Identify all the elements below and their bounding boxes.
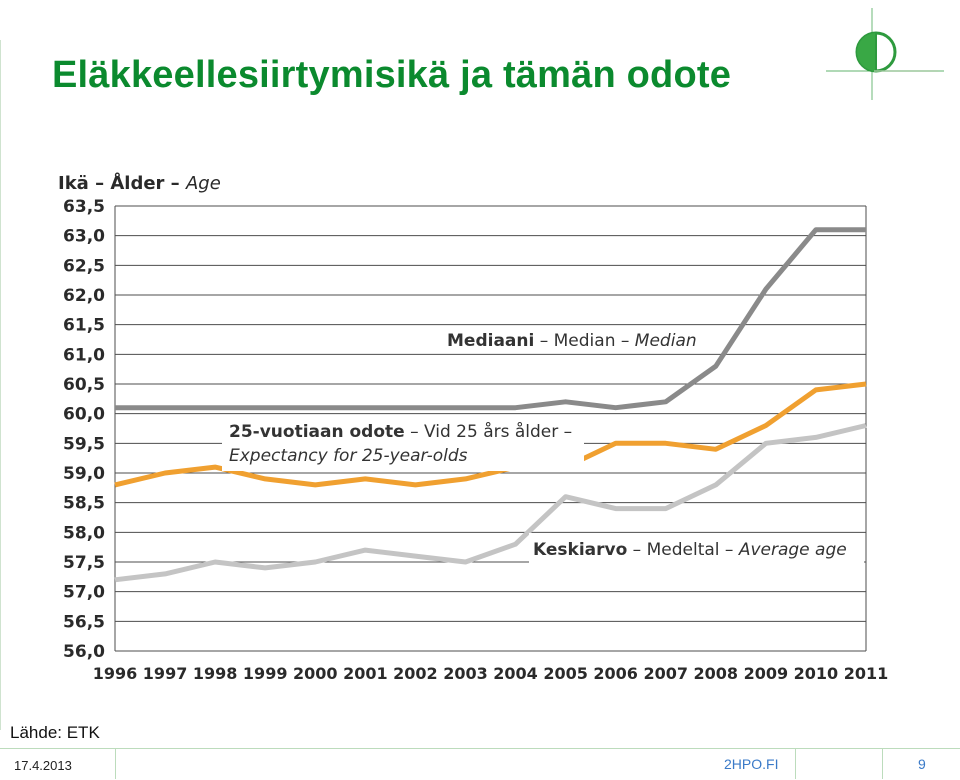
- x-tick-label: 2011: [844, 664, 889, 683]
- y-tick-label: 57,0: [63, 583, 105, 603]
- median-series-label: Mediaani – Median – Median: [447, 331, 697, 351]
- slide-left-rule: [0, 40, 1, 730]
- x-tick-label: 1999: [243, 664, 288, 683]
- x-tick-label: 1998: [193, 664, 238, 683]
- x-tick-label: 2006: [593, 664, 638, 683]
- x-tick-label: 2001: [343, 664, 388, 683]
- expectancy-series-label-line1: 25-vuotiaan odote – Vid 25 års ålder –: [229, 421, 572, 442]
- chart-x-tick-labels: 1996 1997 1998 1999 2000 2001 2002 2003 2004 2005…: [93, 664, 889, 683]
- expectancy-label-box: [222, 415, 584, 471]
- y-tick-label: 62,0: [63, 286, 105, 306]
- x-tick-label: 2005: [543, 664, 588, 683]
- average-series-label: Keskiarvo – Medeltal – Average age: [533, 540, 847, 560]
- y-tick-label: 58,0: [63, 523, 105, 543]
- y-tick-label: 60,5: [63, 375, 105, 395]
- x-tick-label: 1997: [143, 664, 188, 683]
- x-tick-label: 2007: [643, 664, 688, 683]
- x-tick-label: 2003: [443, 664, 488, 683]
- x-tick-label: 2010: [794, 664, 839, 683]
- x-tick-label: 2008: [694, 664, 739, 683]
- footer-date: 17.4.2013: [14, 758, 72, 773]
- organization-logo: [826, 8, 944, 100]
- ylabel-fi: Ikä – Ålder –: [58, 171, 186, 194]
- footer-separator: [795, 749, 796, 779]
- footer-divider: [0, 748, 960, 749]
- y-tick-label: 60,0: [63, 405, 105, 425]
- y-tick-label: 63,5: [63, 197, 105, 217]
- average-label-box: [529, 533, 864, 563]
- x-tick-label: 1996: [93, 664, 138, 683]
- y-tick-label: 59,0: [63, 464, 105, 484]
- chart-y-axis-label: Ikä – Ålder – Age: [58, 171, 221, 194]
- ylabel-en: Age: [185, 173, 221, 194]
- y-tick-label: 56,0: [63, 642, 105, 662]
- y-tick-label: 59,5: [63, 434, 105, 454]
- expectancy-series-label-line2: Expectancy for 25-year-olds: [229, 446, 468, 466]
- x-tick-label: 2004: [493, 664, 538, 683]
- series-line-average: [114, 423, 867, 583]
- y-tick-label: 63,0: [63, 227, 105, 247]
- slide-title: Eläkkeellesiirtymisikä ja tämän odote: [52, 54, 732, 96]
- footer-separator: [882, 749, 883, 779]
- y-tick-label: 58,5: [63, 494, 105, 514]
- x-tick-label: 2009: [744, 664, 789, 683]
- series-line-median: [115, 227, 866, 411]
- chart-y-tick-labels: 56,0 56,5 57,0 57,5 58,0 58,5 59,0 59,5 60,0 60,5…: [63, 197, 105, 662]
- x-tick-label: 2002: [393, 664, 438, 683]
- retirement-age-chart: 56,0 56,5 57,0 57,5 58,0 58,5 59,0 59,5 60,0 60,5…: [58, 171, 889, 683]
- series-line-expectancy: [114, 381, 867, 488]
- y-tick-label: 61,0: [63, 345, 105, 365]
- source-note: Lähde: ETK: [10, 723, 100, 742]
- y-tick-label: 61,5: [63, 316, 105, 336]
- chart-series-lines: [114, 227, 867, 583]
- x-tick-label: 2000: [293, 664, 338, 683]
- y-tick-label: 62,5: [63, 256, 105, 276]
- footer-separator: [115, 749, 116, 779]
- footer-site-link[interactable]: 2HPO.FI: [724, 756, 779, 772]
- page-number: 9: [918, 756, 926, 772]
- y-tick-label: 56,5: [63, 612, 105, 632]
- y-tick-label: 57,5: [63, 553, 105, 573]
